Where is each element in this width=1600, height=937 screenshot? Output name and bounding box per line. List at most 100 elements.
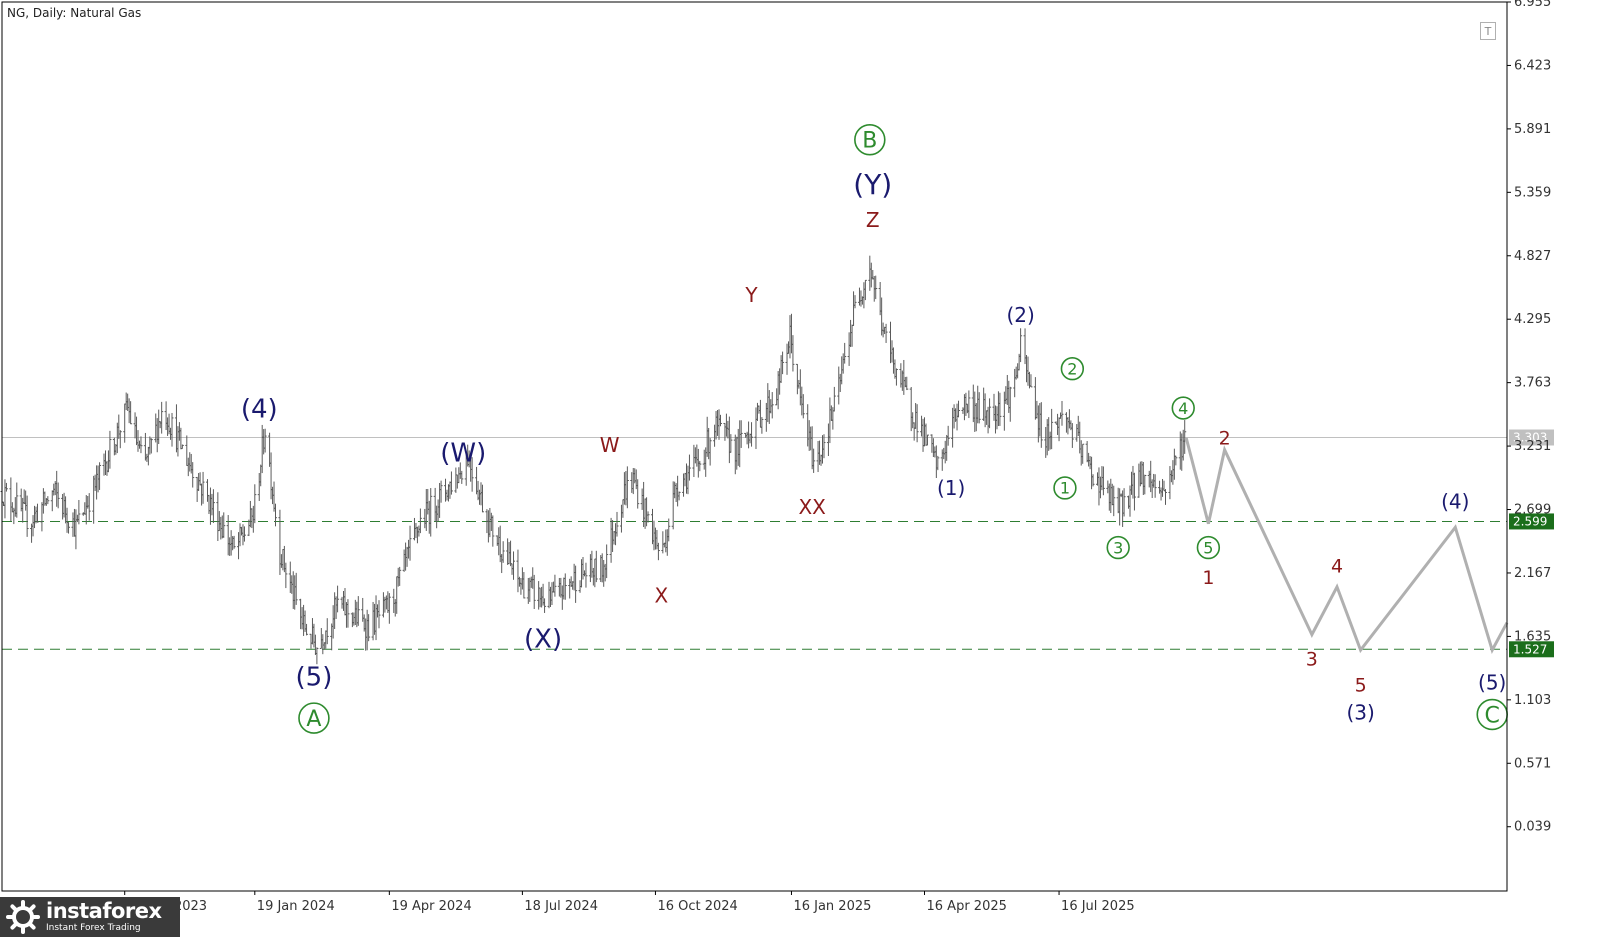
price-bar [1081,443,1085,464]
wave-label-text: 5 [1355,675,1367,697]
x-tick-label: 16 Jan 2025 [793,899,871,914]
price-bar [625,466,629,509]
wave-label-text: 4 [1178,399,1188,418]
forecast-line [1184,437,1509,654]
template-toggle-button[interactable]: T [1480,22,1496,40]
price-bar [584,562,588,588]
price-bar [512,551,516,580]
price-bar [222,512,226,538]
price-bar [698,460,702,472]
wave-labels: (4) (5) A (W) (X) W X Y XX Z (Y) B (1) (2) 1 2 3 4 5 1 2 3 4 5 (… [241,123,1508,734]
price-bar [491,515,495,547]
y-tick-label: 6.423 [1514,58,1551,73]
wave-label: 5 [1196,535,1221,560]
price-bar [646,511,650,523]
wave-label-text: (Y) [853,168,892,201]
price-bar [615,511,619,537]
y-tick-label: 5.891 [1514,122,1551,137]
x-tick-label: 16 Oct 2024 [657,899,737,914]
price-bar [853,295,857,309]
wave-label-text: (X) [524,625,562,655]
price-bar [170,412,174,447]
price-bar [739,420,743,448]
instaforex-logo-icon [6,900,40,934]
price-bar [387,593,391,624]
wave-label: Y [744,283,758,307]
price-bar [377,600,381,629]
price-bar [770,392,774,419]
brand-name: instaforex [46,899,162,923]
price-bar [791,335,795,372]
price-bar [418,508,422,534]
price-bar [149,438,153,454]
price-bar [998,392,1002,426]
price-bar [480,484,484,513]
wave-label: 3 [1106,535,1130,560]
price-bars [0,255,1187,665]
price-bar [832,386,836,412]
price-bar [667,518,671,542]
price-bar [750,422,754,447]
price-bar [429,488,433,537]
price-bar [336,585,340,613]
wave-label: C [1476,698,1508,731]
price-bar [553,574,557,597]
price-bar [77,499,81,525]
price-bar [211,489,215,523]
price-bar [563,573,567,600]
wave-label: Z [866,208,880,232]
wave-label-text: (4) [241,394,278,424]
price-bar [242,526,246,542]
y-tick-label: 6.955 [1514,0,1551,10]
price-bar [56,482,60,509]
x-tick-label: 19 Apr 2024 [391,899,471,914]
price-bar [532,574,536,610]
price-bar [449,471,453,495]
plot-frame [1,1,1508,892]
price-bar [346,599,350,628]
wave-label-text: W [600,433,620,457]
wave-label-text: (4) [1441,489,1469,513]
wave-label-text: C [1485,703,1500,728]
price-bar [894,368,898,386]
price-bar [522,572,526,599]
wave-label-text: 1 [1202,567,1214,589]
price-bar [1153,474,1157,498]
price-bar [729,434,733,453]
wave-label-text: (5) [1478,671,1506,695]
price-bar [925,434,929,446]
price-bar [129,401,133,425]
price-bar [718,414,722,427]
price-bar [4,482,8,492]
y-tick-label: 4.295 [1514,312,1551,327]
wave-label-text: 3 [1306,648,1318,670]
wave-label-text: (5) [296,663,333,693]
wave-label-text: XX [798,495,826,519]
price-bar [398,566,402,586]
wave-label-circle [854,123,886,156]
wave-label-circle [1053,476,1077,500]
wave-label: 3 [1306,648,1318,670]
price-bar [843,342,847,364]
wave-label-text: 5 [1203,538,1213,557]
y-tick-label: 4.827 [1514,249,1551,264]
price-bar [1122,488,1126,517]
price-bar [460,470,464,484]
brand-tagline: Instant Forex Trading [46,923,141,933]
price-bar [677,491,681,501]
wave-label: (5) [1478,671,1506,695]
price-bar [25,495,29,537]
wave-label: (4) [1441,489,1469,513]
wave-label-text: 1 [1060,479,1070,498]
y-tick-label: 3.763 [1514,376,1551,391]
price-bar [1174,455,1178,466]
wave-label: W [600,433,620,457]
wave-label-text: 2 [1067,359,1077,378]
price-bar [356,596,360,626]
wave-label: A [298,702,330,734]
price-bar [139,436,143,454]
price-bar [9,477,13,522]
wave-label: 2 [1219,428,1231,450]
wave-label-text: B [862,129,877,154]
